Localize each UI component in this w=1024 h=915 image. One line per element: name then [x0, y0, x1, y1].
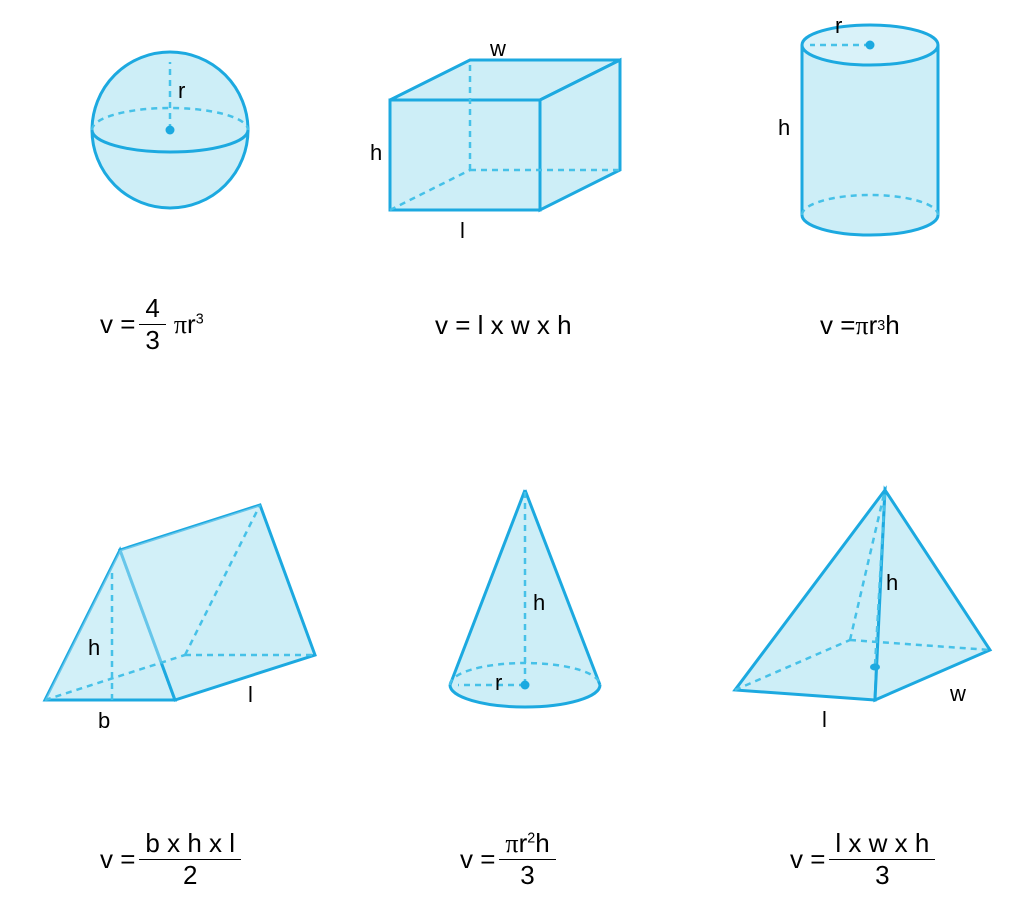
cone-cell: h r: [430, 475, 620, 725]
tri-frac: b x h x l 2: [139, 830, 241, 890]
sphere-shape: [80, 40, 260, 220]
cyl-h-label: h: [778, 115, 790, 141]
cone-num-r: r: [519, 828, 528, 858]
tri-prism-shape: [30, 490, 330, 730]
cone-r-label: r: [495, 670, 502, 696]
pyramid-shape: [720, 475, 1010, 725]
tri-b-label: b: [98, 708, 110, 734]
cone-h-label: h: [533, 590, 545, 616]
cyl-pi: π: [855, 311, 868, 341]
pyr-frac-num: l x w x h: [829, 830, 935, 860]
sphere-frac-den: 3: [139, 325, 165, 354]
pyr-w-label: w: [950, 681, 966, 707]
cyl-r: r: [869, 310, 878, 341]
tri-prism-formula: v = b x h x l 2: [100, 830, 245, 890]
cylinder-formula: v = πr3h: [820, 310, 900, 341]
sphere-f-lhs: v =: [100, 309, 135, 340]
pyramid-formula: v = l x w x h 3: [790, 830, 939, 890]
tri-prism-cell: h b l: [30, 490, 330, 730]
cone-shape: [430, 475, 620, 725]
box-shape: [370, 40, 650, 240]
cyl-r-label: r: [835, 13, 842, 39]
cone-num-sup: 2: [527, 830, 535, 846]
pyr-frac-den: 3: [869, 860, 895, 889]
box-cell: w h l: [370, 40, 650, 240]
cone-frac: πr2h 3: [499, 830, 555, 890]
sphere-r: r: [187, 309, 196, 339]
sphere-pi: π: [174, 310, 187, 339]
sphere-formula: v = 4 3 πr3: [100, 295, 204, 355]
box-l-label: l: [460, 218, 465, 244]
tri-l-label: l: [248, 682, 253, 708]
box-f: v = l x w x h: [435, 310, 572, 341]
pyr-frac: l x w x h 3: [829, 830, 935, 890]
pyr-h-label: h: [886, 570, 898, 596]
pyr-l-label: l: [822, 707, 827, 733]
box-h-label: h: [370, 140, 382, 166]
diagram-canvas: r v = 4 3 πr3 w h l v = l x w x h: [0, 0, 1024, 915]
tri-frac-num: b x h x l: [139, 830, 241, 860]
tri-f-lhs: v =: [100, 844, 135, 875]
pyramid-cell: h l w: [720, 475, 1010, 725]
tri-h-label: h: [88, 635, 100, 661]
box-formula: v = l x w x h: [435, 310, 572, 341]
sphere-frac: 4 3: [139, 295, 165, 355]
cyl-h: h: [885, 310, 899, 341]
sphere-cell: r: [80, 40, 260, 220]
sphere-r-label: r: [178, 78, 185, 104]
cone-formula: v = πr2h 3: [460, 830, 560, 890]
pyr-f-lhs: v =: [790, 844, 825, 875]
sphere-frac-num: 4: [139, 295, 165, 325]
sphere-sup: 3: [196, 312, 204, 328]
cone-num-h: h: [535, 828, 549, 858]
cylinder-cell: r h: [780, 15, 960, 245]
cone-f-lhs: v =: [460, 844, 495, 875]
box-w-label: w: [490, 36, 506, 62]
tri-frac-den: 2: [177, 860, 203, 889]
cyl-f-lhs: v =: [820, 310, 855, 341]
cylinder-shape: [780, 15, 960, 245]
cone-frac-den: 3: [514, 860, 540, 889]
cone-num-pi: π: [505, 829, 518, 858]
cone-frac-num: πr2h: [499, 830, 555, 860]
